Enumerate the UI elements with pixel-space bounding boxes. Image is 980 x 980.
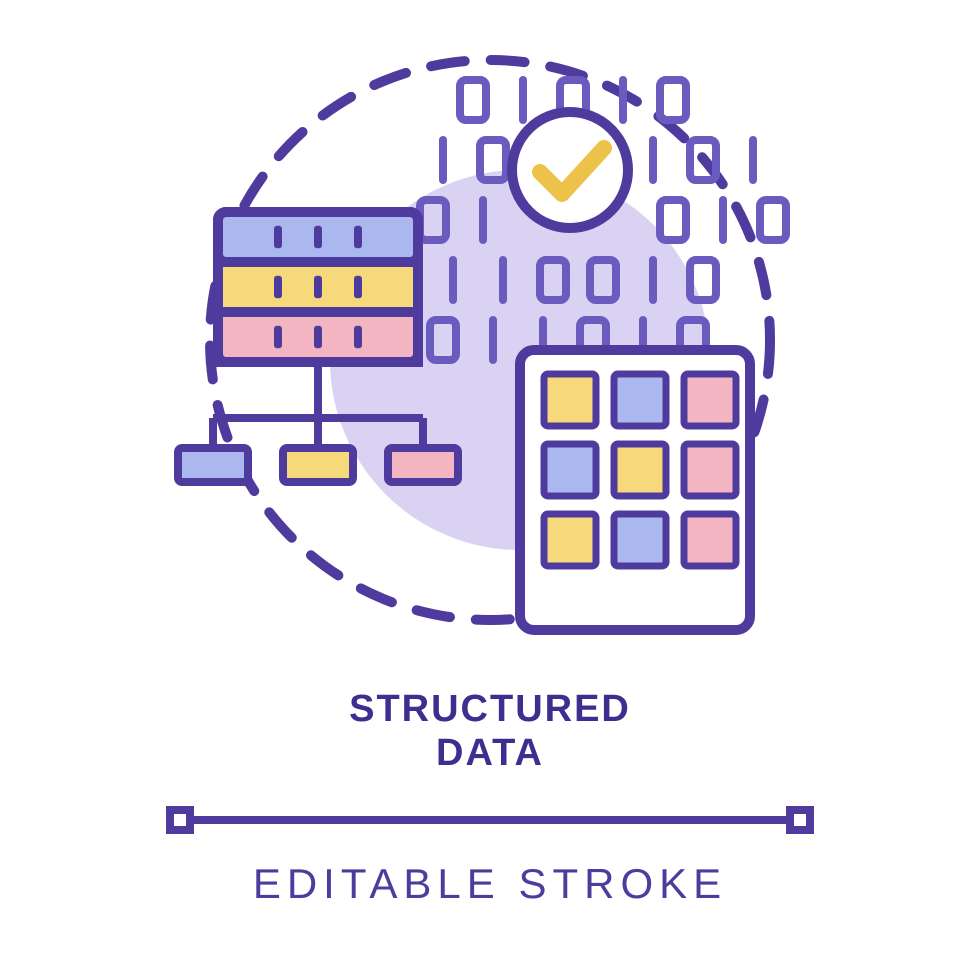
- grid-cell: [614, 374, 666, 426]
- infographic-canvas: Structured Data EDITABLE STROKE: [0, 0, 980, 980]
- server-slot: [354, 226, 362, 249]
- binary-zero: [760, 200, 786, 240]
- server-tree-node: [283, 448, 353, 482]
- binary-zero: [460, 80, 486, 120]
- divider-endcap: [170, 810, 190, 830]
- binary-zero: [660, 200, 686, 240]
- server-slot: [274, 276, 282, 299]
- grid-cell: [544, 514, 596, 566]
- infographic-svg: [0, 0, 980, 980]
- grid-cell: [684, 514, 736, 566]
- server-slot: [354, 276, 362, 299]
- title-line-1: Structured: [349, 688, 631, 730]
- grid-cell: [614, 514, 666, 566]
- grid-cell: [544, 374, 596, 426]
- grid-cell: [614, 444, 666, 496]
- server-slot: [314, 226, 322, 249]
- binary-zero: [690, 260, 716, 300]
- divider-endcap: [790, 810, 810, 830]
- server-slot: [314, 326, 322, 349]
- grid-cell: [684, 374, 736, 426]
- check-badge: [512, 112, 628, 228]
- title-line-2: Data: [436, 732, 544, 774]
- grid-cell: [684, 444, 736, 496]
- grid-card-icon: [520, 350, 750, 630]
- grid-cell: [544, 444, 596, 496]
- server-slot: [274, 326, 282, 349]
- divider-line: [170, 810, 810, 830]
- server-slot: [314, 276, 322, 299]
- server-tree-node: [388, 448, 458, 482]
- binary-zero: [660, 80, 686, 120]
- server-slot: [274, 226, 282, 249]
- infographic-title: Structured Data: [0, 688, 980, 775]
- infographic-subtitle: EDITABLE STROKE: [0, 860, 980, 908]
- server-slot: [354, 326, 362, 349]
- server-tree-node: [178, 448, 248, 482]
